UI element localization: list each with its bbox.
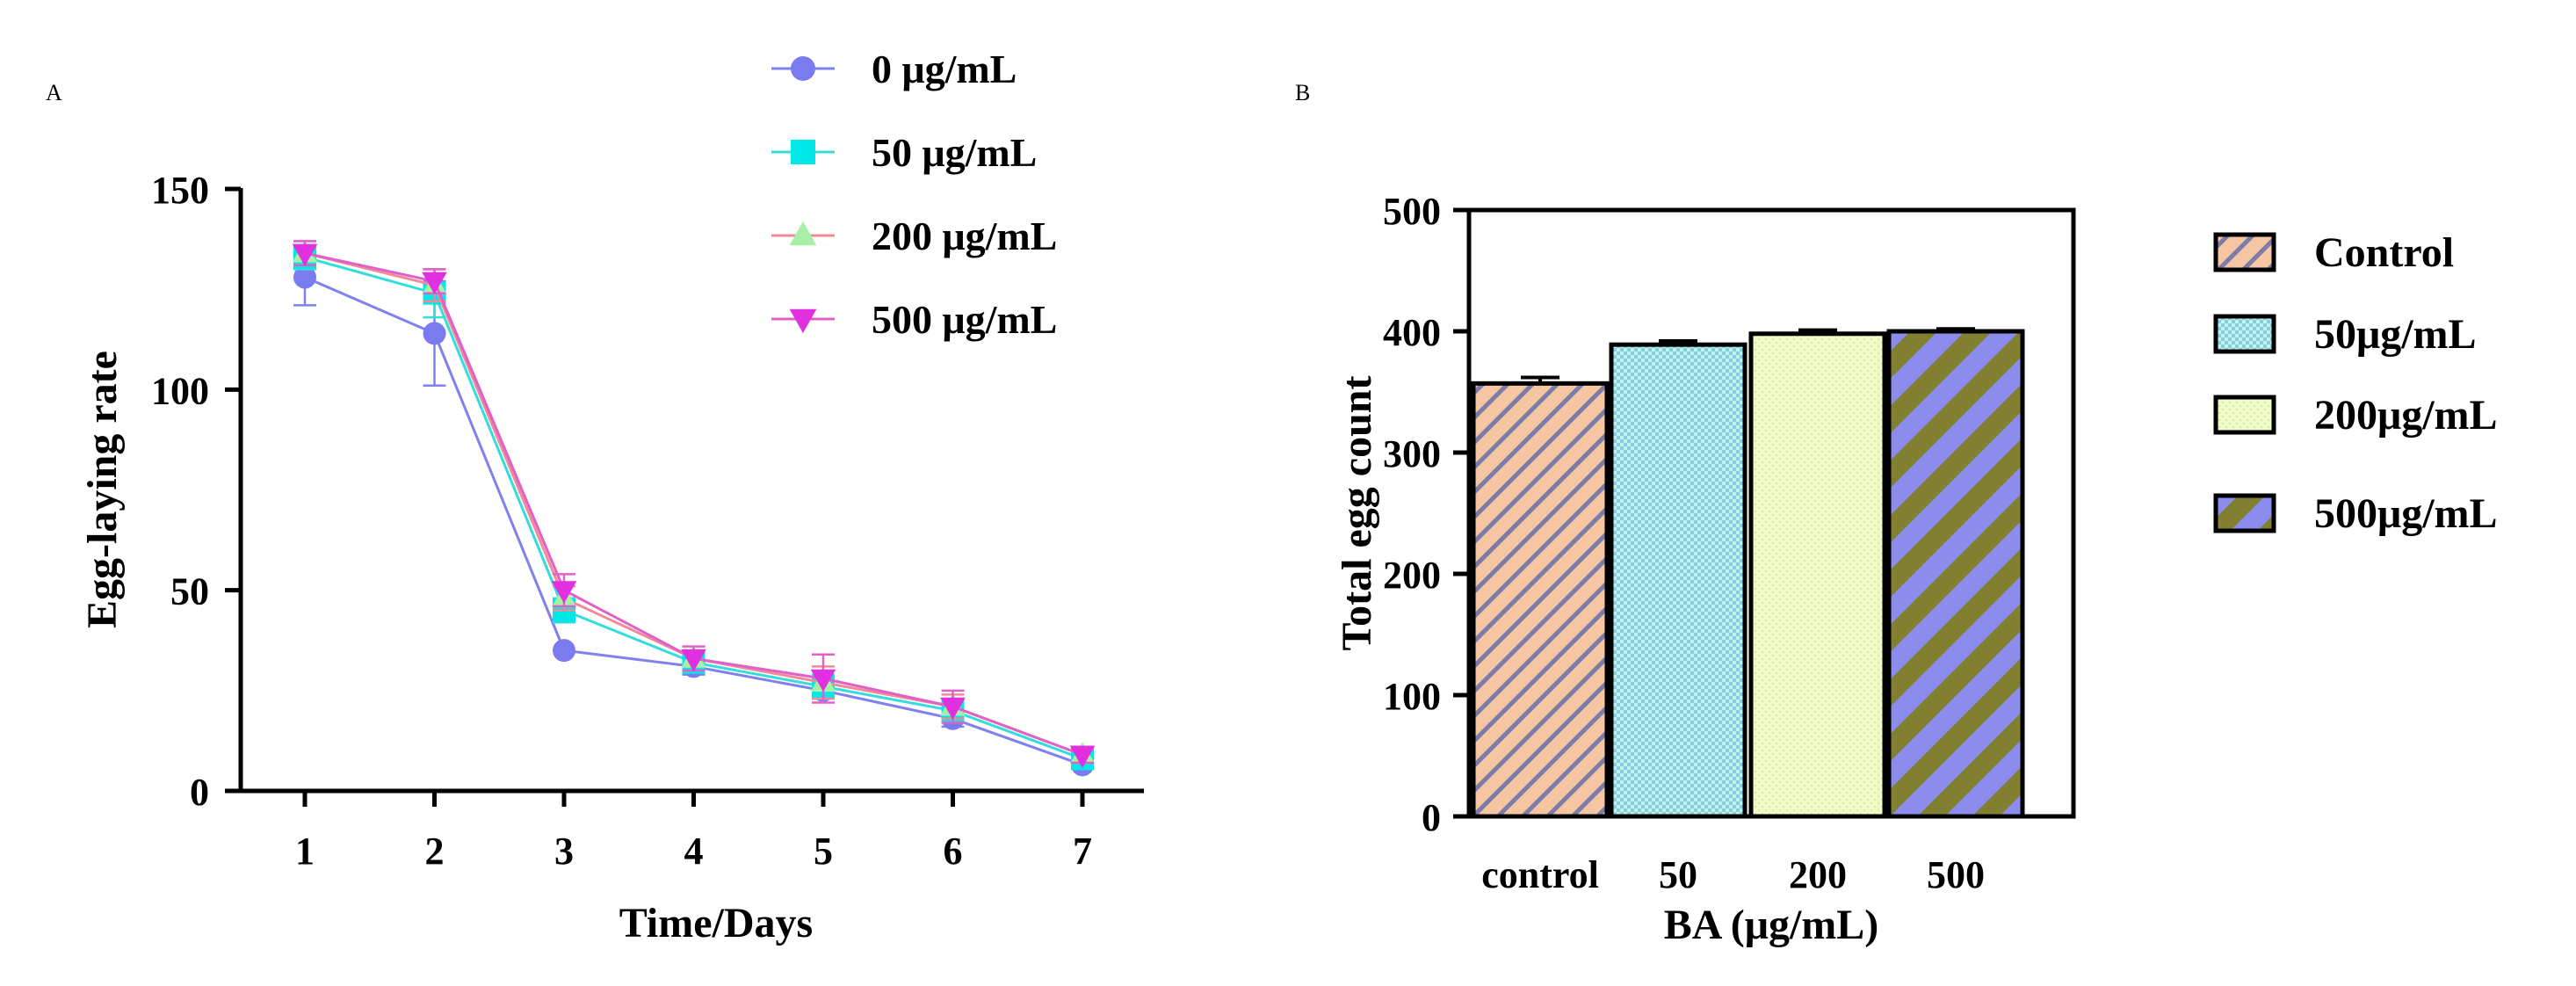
y-tick-label: 0 xyxy=(190,771,209,814)
legend-marker xyxy=(791,140,815,164)
data-point xyxy=(810,669,836,692)
x-tick-label: 50 xyxy=(1659,853,1697,896)
legend-label: 500μg/mL xyxy=(2314,490,2498,537)
x-axis-label: BA (μg/mL) xyxy=(1664,902,1879,948)
panel-label-a: A xyxy=(46,80,62,105)
bar-control xyxy=(1471,381,1610,819)
y-axis-label: Egg-laying rate xyxy=(79,351,126,628)
y-tick-label: 500 xyxy=(1383,190,1441,233)
legend-swatch xyxy=(2213,395,2276,435)
y-tick-label: 200 xyxy=(1383,554,1441,597)
legend-swatch xyxy=(2213,314,2276,354)
bar-chart: 0 100 200 300 400 500 control 50 200 500 BA (μg/… xyxy=(1334,190,2498,948)
data-point xyxy=(940,697,966,721)
x-tick-label: control xyxy=(1481,853,1599,896)
x-tick-label: 5 xyxy=(814,830,833,873)
data-point xyxy=(293,265,316,289)
data-point xyxy=(422,272,447,294)
legend-marker xyxy=(789,221,817,246)
y-tick-label: 0 xyxy=(1422,796,1441,839)
series-line xyxy=(304,276,1083,766)
x-tick-label: 500 xyxy=(1927,853,1985,896)
series-3 xyxy=(292,240,1096,768)
legend-label: 200μg/mL xyxy=(2314,392,2498,439)
bar-50 xyxy=(1609,342,1747,819)
x-tick-label: 1 xyxy=(295,830,315,873)
legend-label: 200 μg/mL xyxy=(872,214,1057,258)
line-chart: 0 50 100 150 1 2 3 4 5 6 7 Time/Days Egg-laying r… xyxy=(79,47,1144,946)
legend-label: 500 μg/mL xyxy=(872,297,1057,342)
y-tick-label: 100 xyxy=(1383,675,1441,718)
bar-500 xyxy=(1886,329,2025,819)
panel-label-b: B xyxy=(1295,80,1310,105)
legend-label: Control xyxy=(2314,229,2454,276)
y-tick-label: 400 xyxy=(1383,311,1441,354)
y-tick-label: 300 xyxy=(1383,432,1441,475)
data-point xyxy=(681,649,706,672)
y-tick-label: 150 xyxy=(151,169,209,212)
legend-marker xyxy=(791,56,815,81)
legend-label: 50 μg/mL xyxy=(872,130,1037,175)
data-point xyxy=(1069,745,1096,768)
bar-200 xyxy=(1748,331,1887,819)
legend-marker xyxy=(789,308,817,334)
x-tick-label: 3 xyxy=(554,830,574,873)
x-axis-label: Time/Days xyxy=(619,900,813,946)
legend-label: 0 μg/mL xyxy=(872,47,1017,91)
data-point xyxy=(553,639,575,663)
legend-label: 50μg/mL xyxy=(2314,311,2477,358)
x-tick-label: 4 xyxy=(684,830,704,873)
data-point xyxy=(551,581,577,604)
x-tick-label: 6 xyxy=(944,830,963,873)
y-tick-label: 100 xyxy=(151,369,209,412)
data-point xyxy=(423,322,446,345)
x-tick-label: 200 xyxy=(1789,853,1847,896)
data-point xyxy=(292,243,318,267)
y-axis-label: Total egg count xyxy=(1334,376,1380,651)
x-tick-label: 7 xyxy=(1073,830,1092,873)
legend-swatch xyxy=(2213,493,2276,533)
legend-swatch xyxy=(2213,232,2276,272)
x-tick-label: 2 xyxy=(425,830,445,873)
y-tick-label: 50 xyxy=(170,570,209,613)
